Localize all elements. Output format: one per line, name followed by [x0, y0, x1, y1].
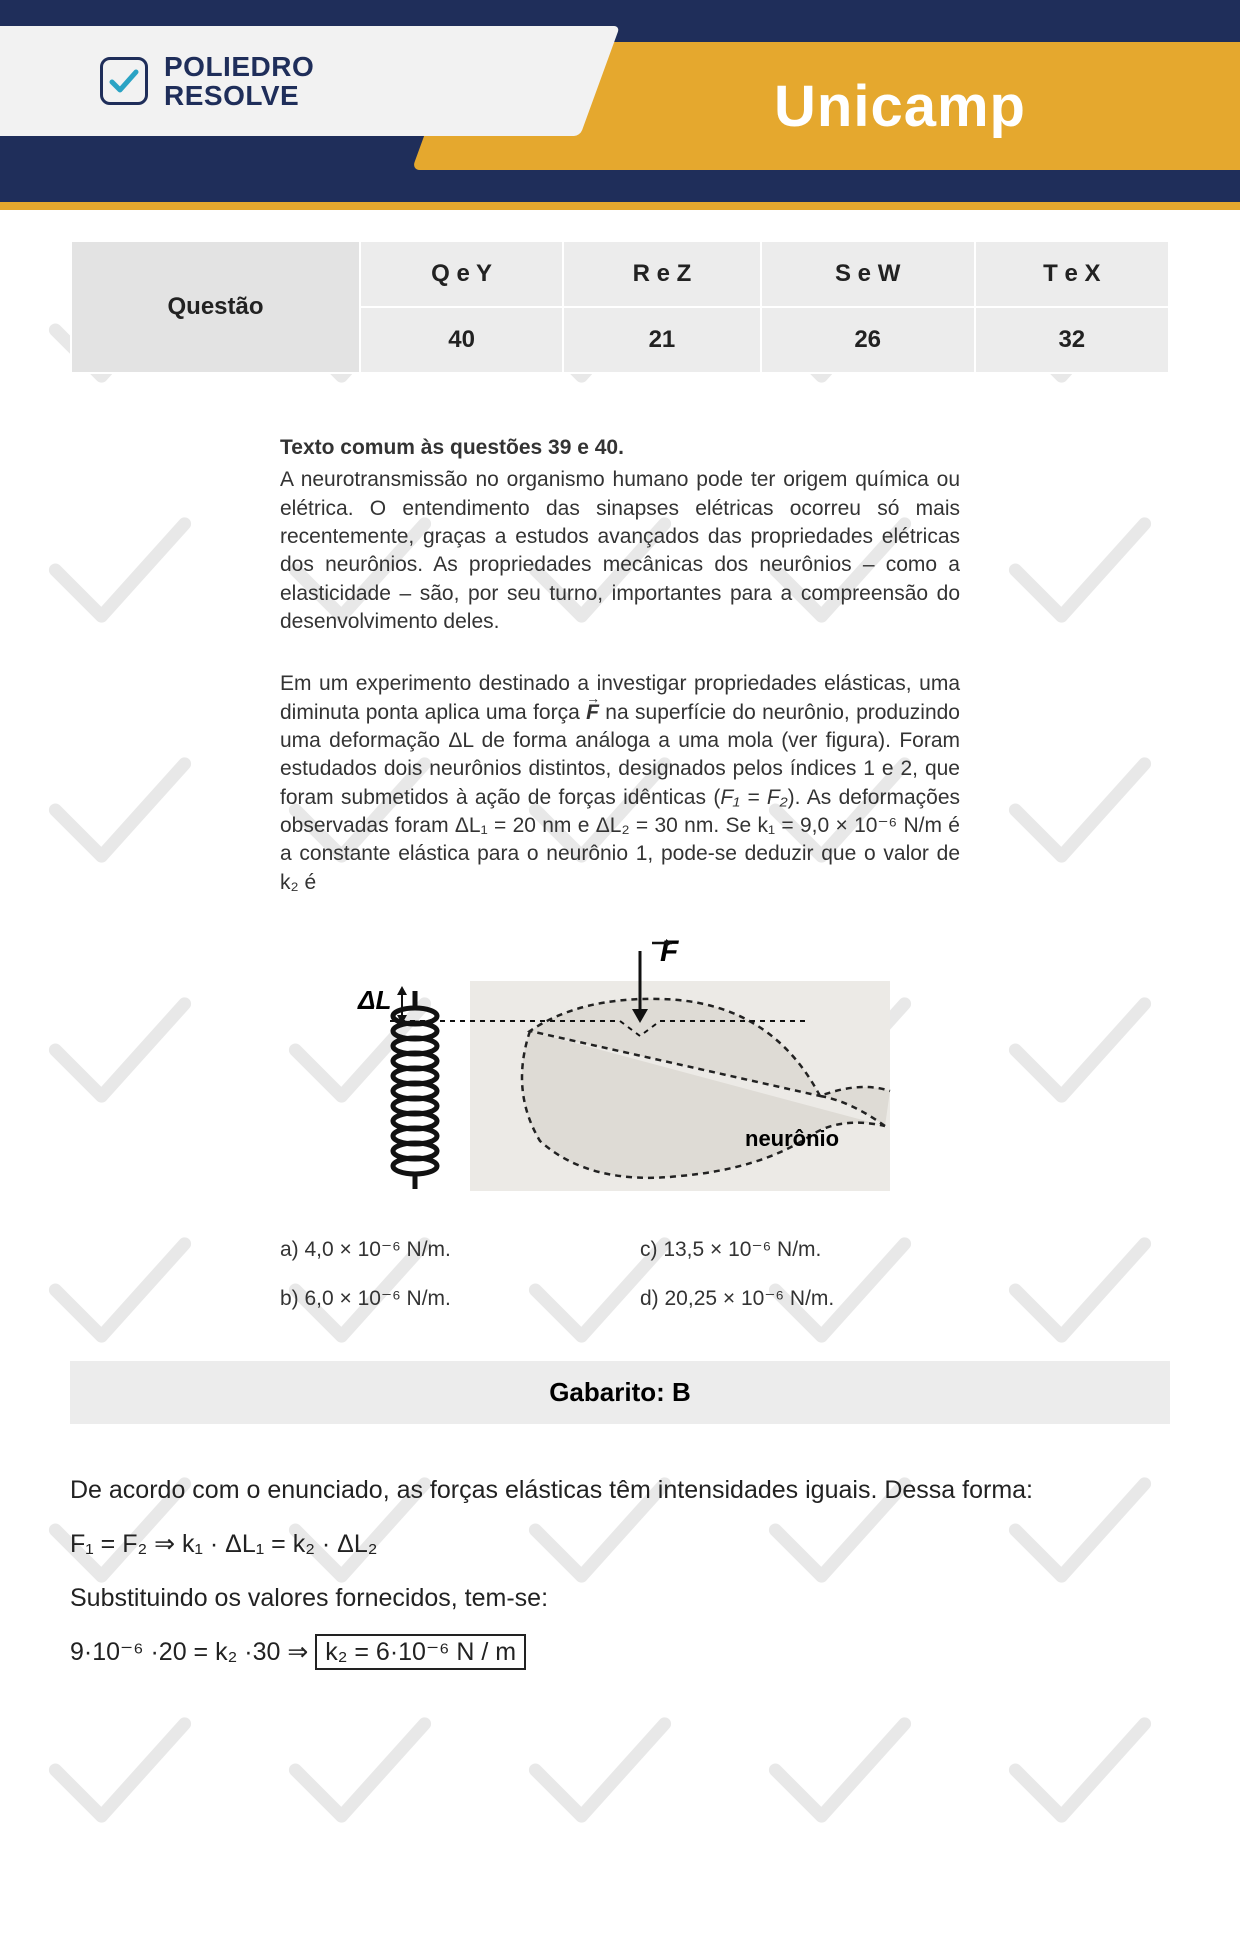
figure-F-label: F	[660, 935, 679, 968]
answer-options: a) 4,0 × 10⁻⁶ N/m. c) 13,5 × 10⁻⁶ N/m. b…	[280, 1237, 960, 1311]
question-number-table: Questão Q e Y R e Z S e W T e X 40 21 26…	[70, 240, 1170, 374]
solution-block: De acordo com o enunciado, as forças elá…	[70, 1470, 1170, 1672]
intro-text-block: Texto comum às questões 39 e 40. A neuro…	[280, 434, 960, 636]
solution-eq2: 9·10⁻⁶ ·20 = k₂ ·30 ⇒ k₂ = 6·10⁻⁶ N / m	[70, 1632, 1170, 1672]
intro-title: Texto comum às questões 39 e 40.	[280, 434, 960, 462]
solution-line1: De acordo com o enunciado, as forças elá…	[70, 1470, 1170, 1510]
option-d: d) 20,25 × 10⁻⁶ N/m.	[640, 1286, 960, 1311]
brand-line1: POLIEDRO	[164, 52, 314, 81]
table-col-header: R e Z	[563, 241, 761, 307]
brand-line2: RESOLVE	[164, 81, 314, 110]
table-cell: 40	[360, 307, 563, 373]
exam-name: Unicamp	[774, 73, 1026, 140]
header: Unicamp POLIEDRO RESOLVE	[0, 0, 1240, 210]
brand-logo-text: POLIEDRO RESOLVE	[164, 52, 314, 111]
question-text-block: Em um experimento destinado a investigar…	[280, 670, 960, 897]
force-symbol: F	[586, 701, 599, 724]
table-cell: 26	[761, 307, 975, 373]
logo-check-icon	[100, 57, 148, 105]
option-b: b) 6,0 × 10⁻⁶ N/m.	[280, 1286, 600, 1311]
option-a: a) 4,0 × 10⁻⁶ N/m.	[280, 1237, 600, 1262]
content-area: Questão Q e Y R e Z S e W T e X 40 21 26…	[0, 210, 1240, 1946]
solution-line2: Substituindo os valores fornecidos, tem-…	[70, 1578, 1170, 1618]
table-row-label: Questão	[71, 241, 360, 373]
neuron-figure: F	[280, 931, 960, 1201]
solution-eq1: F₁ = F₂ ⇒ k₁ · ΔL₁ = k₂ · ΔL₂	[70, 1524, 1170, 1564]
table-col-header: T e X	[975, 241, 1169, 307]
table-cell: 21	[563, 307, 761, 373]
header-white-banner: POLIEDRO RESOLVE	[0, 26, 560, 136]
option-c: c) 13,5 × 10⁻⁶ N/m.	[640, 1237, 960, 1262]
header-accent-bar	[0, 202, 1240, 210]
forces-equal: F₁ = F₂	[720, 786, 787, 809]
table-col-header: S e W	[761, 241, 975, 307]
answer-key: Gabarito: B	[70, 1361, 1170, 1424]
solution-eq2b: k₂ = 6·10⁻⁶ N / m	[315, 1634, 526, 1670]
figure-neuron-label: neurônio	[745, 1126, 839, 1151]
intro-body: A neurotransmissão no organismo humano p…	[280, 466, 960, 636]
table-col-header: Q e Y	[360, 241, 563, 307]
solution-eq2a: 9·10⁻⁶ ·20 = k₂ ·30 ⇒	[70, 1638, 315, 1666]
figure-dL-label: ΔL	[357, 985, 391, 1015]
table-cell: 32	[975, 307, 1169, 373]
